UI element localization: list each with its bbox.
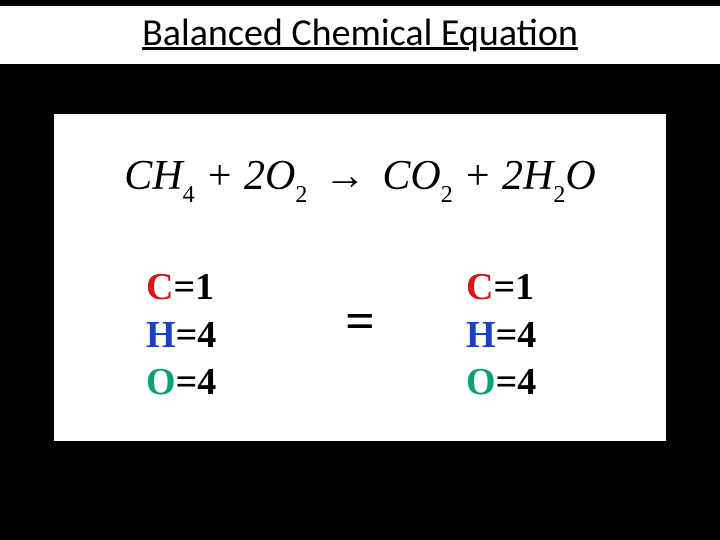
term-co2: CO2	[382, 153, 463, 199]
term-2o2: 2O2	[244, 153, 318, 199]
tally-row-o-left: O=4	[146, 359, 216, 407]
tally-sym-o-right: O	[466, 359, 496, 407]
term-2h2o: 2H2O	[502, 153, 596, 199]
tally-sym-c-right: C	[466, 264, 493, 312]
center-equals: =	[54, 292, 666, 351]
tally-row-c-right: C=1	[466, 264, 536, 312]
slide-title-text: Balanced Chemical Equation	[142, 10, 578, 56]
content-panel: CH4 + 2O2 → CO2 + 2H2O C=1 H=4 O=4	[50, 110, 670, 445]
op-plus-1: +	[205, 153, 233, 199]
tally-sym-h-right: H	[466, 312, 496, 360]
tally-sym-o-left: O	[146, 359, 176, 407]
tally-row-h-right: H=4	[466, 312, 536, 360]
term-ch4: CH4	[124, 153, 205, 199]
chemical-equation: CH4 + 2O2 → CO2 + 2H2O	[54, 152, 666, 205]
arrow-icon: →	[324, 152, 366, 200]
tally-row-o-right: O=4	[466, 359, 536, 407]
slide-stage: Balanced Chemical Equation CH4 + 2O2 → C…	[0, 0, 720, 540]
op-plus-2: +	[463, 153, 491, 199]
slide-title: Balanced Chemical Equation	[0, 6, 720, 64]
products-tally: C=1 H=4 O=4	[466, 264, 536, 407]
